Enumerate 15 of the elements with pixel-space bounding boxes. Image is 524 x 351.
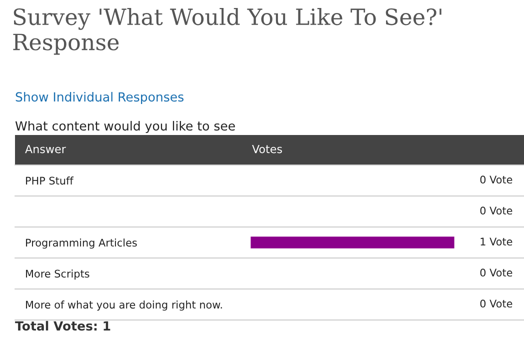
data-label: 0 Vote bbox=[480, 206, 512, 215]
y-axis-title: Answer bbox=[25, 144, 66, 154]
data-label: 0 Vote bbox=[480, 300, 512, 308]
y-tick-label: Programming Articles bbox=[26, 238, 137, 249]
data-label: 0 Vote bbox=[480, 176, 512, 184]
y-tick-label: More Scripts bbox=[26, 270, 90, 280]
data-label: 0 Vote bbox=[480, 268, 512, 277]
chart-title: Survey 'What Would You Like To See?' Response bbox=[13, 8, 442, 55]
y-tick-label: More of what you are doing right now. bbox=[26, 300, 222, 311]
text: Show Individual Responses bbox=[16, 92, 184, 104]
x-axis-title: Votes bbox=[252, 144, 282, 154]
y-tick-label: PHP Stuff bbox=[26, 176, 74, 185]
text: Total Votes: 1 bbox=[15, 320, 110, 331]
data-label: 1 Vote bbox=[480, 238, 512, 246]
text: What content would you like to see bbox=[15, 120, 235, 134]
